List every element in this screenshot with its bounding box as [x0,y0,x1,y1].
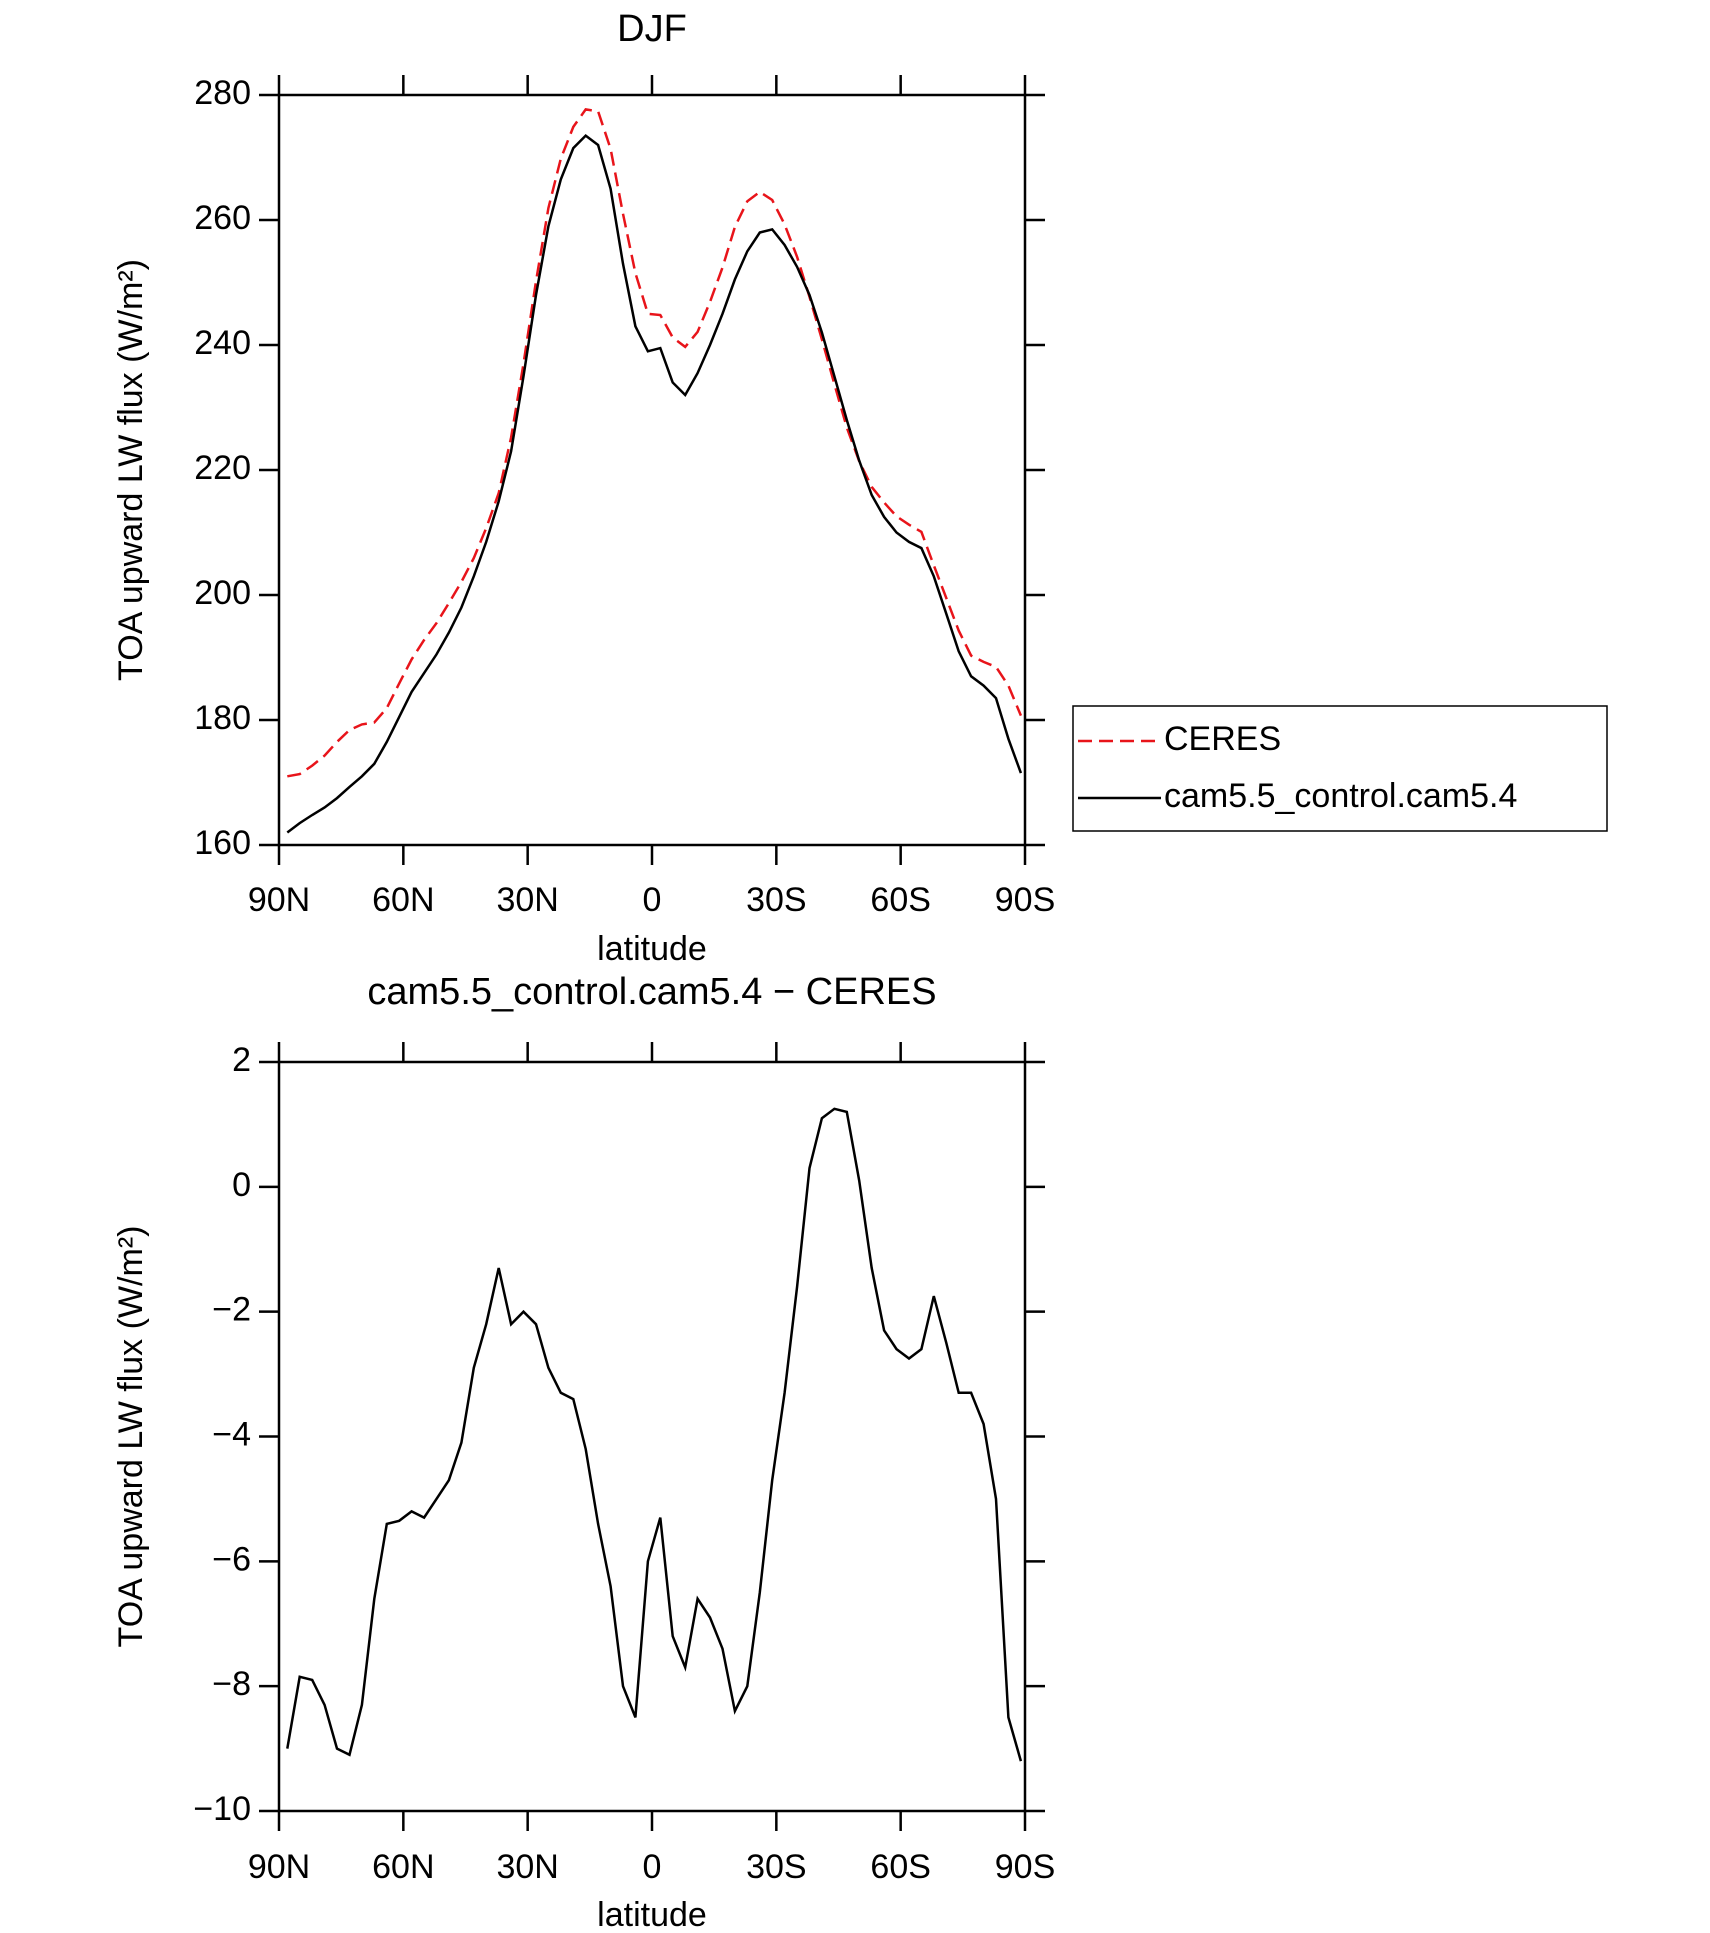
x-tick-label: 0 [643,881,662,919]
x-tick-label: 30S [746,881,807,919]
data-line [286,1107,1023,1762]
x-tick-label: 0 [643,1848,662,1886]
data-line [287,108,1023,778]
x-tick-label: 90S [995,881,1056,919]
x-tick-label: 60S [870,881,931,919]
plot-frame [277,1060,1027,1813]
y-axis-label: TOA upward LW flux (W/m²) [112,1226,150,1648]
y-tick-label: 180 [194,699,251,737]
x-tick-label: 30N [496,1848,558,1886]
x-tick-label: 30N [496,881,558,919]
x-tick-label: 90N [248,1848,310,1886]
legend-box [1072,705,1608,832]
data-line [286,133,1023,834]
x-tick-label: 30S [746,1848,807,1886]
y-tick-label: −6 [212,1540,251,1578]
x-tick-label: 60S [870,1848,931,1886]
y-tick-label: 2 [232,1041,251,1079]
x-tick-label: 60N [372,881,434,919]
x-tick-label: 90S [995,1848,1056,1886]
y-tick-label: −2 [212,1291,251,1329]
y-tick-label: −8 [212,1665,251,1703]
x-axis-label: latitude [597,930,707,968]
y-tick-label: 0 [232,1166,251,1204]
y-axis-label: TOA upward LW flux (W/m²) [112,259,150,681]
x-tick-label: 60N [372,1848,434,1886]
x-axis-label: latitude [597,1896,707,1933]
legend-label: CERES [1164,720,1281,758]
y-tick-label: 260 [194,199,251,237]
chart-title: cam5.5_control.cam5.4 − CERES [367,971,936,1013]
x-tick-label: 90N [248,881,310,919]
y-tick-label: 200 [194,574,251,612]
chart-title: DJF [617,8,687,50]
y-tick-label: −10 [193,1790,251,1828]
legend-label: cam5.5_control.cam5.4 [1164,777,1517,815]
y-tick-label: 220 [194,449,251,487]
y-tick-label: 240 [194,324,251,362]
y-tick-label: 160 [194,824,251,862]
y-tick-label: −4 [212,1415,251,1453]
y-tick-label: 280 [194,74,251,112]
